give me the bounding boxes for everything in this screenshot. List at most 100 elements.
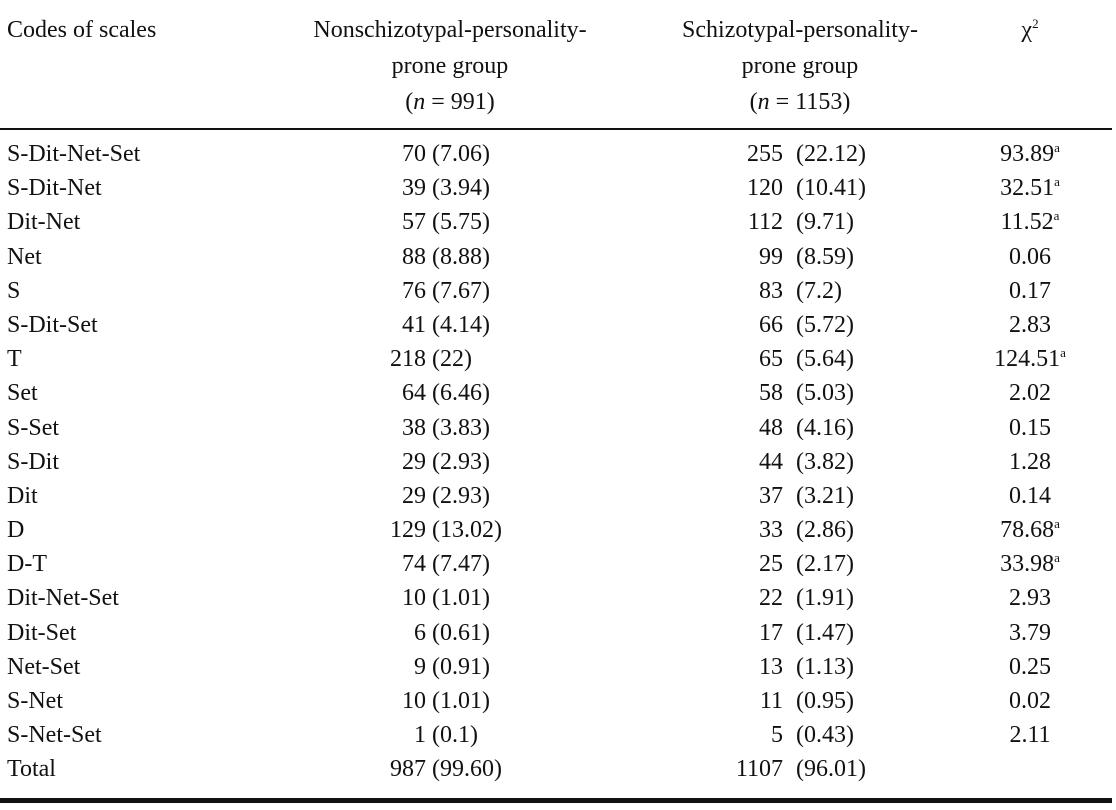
table-row: Net 88 (8.88) 99 (8.59) 0.06 xyxy=(0,240,1116,274)
schizotypal-count: 17 xyxy=(759,619,783,646)
table-row: S-Net-Set 1 (0.1) 5 (0.43) 2.11 xyxy=(0,718,1116,752)
nonschizotypal-count: 57 xyxy=(402,209,426,236)
nonschizotypal-count: 39 xyxy=(402,175,426,202)
schizotypal-count: 112 xyxy=(747,209,783,236)
chi-square-value: 0.14 xyxy=(1009,482,1051,509)
nonschizotypal-percent: (1.01) xyxy=(432,585,490,612)
chi-square-value: 0.15 xyxy=(1009,414,1051,441)
header-rule xyxy=(0,128,1112,130)
nonschizotypal-percent: (7.67) xyxy=(432,277,490,304)
row-label: S-Dit-Net xyxy=(7,175,102,202)
schizotypal-percent: (96.01) xyxy=(796,756,866,783)
chi-square-value: 33.98a xyxy=(1000,550,1060,578)
schizotypal-count: 58 xyxy=(759,380,783,407)
schizotypal-count: 37 xyxy=(759,482,783,509)
schizotypal-count: 22 xyxy=(759,585,783,612)
row-label: D-T xyxy=(7,551,47,578)
schizotypal-count: 120 xyxy=(747,175,783,202)
schizotypal-percent: (5.03) xyxy=(796,380,854,407)
schizotypal-percent: (0.43) xyxy=(796,722,854,749)
nonschizotypal-percent: (0.1) xyxy=(432,722,478,749)
nonschizotypal-count: 64 xyxy=(402,380,426,407)
schizotypal-count: 83 xyxy=(759,277,783,304)
table-row: Total 987 (99.60) 1107 (96.01) xyxy=(0,752,1116,786)
nonschizotypal-count: 1 xyxy=(414,722,426,749)
chi-square-value: 124.51a xyxy=(994,345,1066,373)
schizotypal-percent: (1.47) xyxy=(796,619,854,646)
chi-square-value: 2.93 xyxy=(1009,585,1051,612)
schizotypal-percent: (22.12) xyxy=(796,141,866,167)
chi-square-value: 93.89a xyxy=(1000,140,1060,167)
row-label: T xyxy=(7,346,22,373)
schizotypal-count: 255 xyxy=(747,141,783,167)
row-label: S-Dit-Set xyxy=(7,311,98,338)
chi-square-value: 32.51a xyxy=(1000,174,1060,202)
nonschizotypal-percent: (3.83) xyxy=(432,414,490,441)
significance-marker: a xyxy=(1054,140,1060,155)
schizotypal-percent: (5.64) xyxy=(796,346,854,373)
chi-square-value: 78.68a xyxy=(1000,516,1060,544)
table-row: S-Dit-Net 39 (3.94) 120 (10.41) 32.51a xyxy=(0,171,1116,205)
row-label: Dit xyxy=(7,482,38,509)
table-row: Dit-Net 57 (5.75) 112 (9.71) 11.52a xyxy=(0,205,1116,239)
header-schizotypal-group: Schizotypal-personality- prone group (n … xyxy=(682,17,918,115)
row-label: Total xyxy=(7,756,56,783)
nonschizotypal-percent: (7.06) xyxy=(432,141,490,167)
nonschizotypal-count: 88 xyxy=(402,243,426,270)
schizotypal-percent: (3.82) xyxy=(796,448,854,475)
table-row: T 218 (22) 65 (5.64) 124.51a xyxy=(0,342,1116,376)
table-row: Dit-Set 6 (0.61) 17 (1.47) 3.79 xyxy=(0,616,1116,650)
table-row: S 76 (7.67) 83 (7.2) 0.17 xyxy=(0,274,1116,308)
header-n-symbol: n xyxy=(413,89,426,115)
schizotypal-percent: (5.72) xyxy=(796,311,854,338)
table-body: S-Dit-Net-Set 70 (7.06) 255 (22.12) 93.89a S-D… xyxy=(0,137,1116,787)
nonschizotypal-count: 9 xyxy=(414,653,426,680)
nonschizotypal-percent: (22) xyxy=(432,346,472,373)
table-row: S-Set 38 (3.83) 48 (4.16) 0.15 xyxy=(0,411,1116,445)
schizotypal-count: 48 xyxy=(759,414,783,441)
nonschizotypal-count: 76 xyxy=(402,277,426,304)
chi-square-value: 3.79 xyxy=(1009,619,1051,646)
significance-marker: a xyxy=(1054,550,1060,566)
table-row: Dit 29 (2.93) 37 (3.21) 0.14 xyxy=(0,479,1116,513)
nonschizotypal-count: 29 xyxy=(402,482,426,509)
row-label: Net-Set xyxy=(7,653,81,680)
nonschizotypal-percent: (2.93) xyxy=(432,482,490,509)
nonschizotypal-count: 41 xyxy=(402,311,426,338)
schizotypal-count: 11 xyxy=(759,688,783,714)
nonschizotypal-count: 29 xyxy=(402,448,426,475)
row-label: S-Set xyxy=(7,414,60,441)
schizotypal-percent: (3.21) xyxy=(796,482,854,509)
schizotypal-count: 44 xyxy=(759,448,783,475)
schizotypal-percent: (2.86) xyxy=(796,517,854,544)
header-chi-square: χ2 xyxy=(1021,16,1039,43)
schizotypal-percent: (2.17) xyxy=(796,551,854,578)
nonschizotypal-percent: (6.46) xyxy=(432,380,490,407)
row-label: Net xyxy=(7,243,42,270)
schizotypal-count: 66 xyxy=(759,311,783,338)
row-label: S-Dit-Net-Set xyxy=(7,141,141,167)
table-row: Net-Set 9 (0.91) 13 (1.13) 0.25 xyxy=(0,650,1116,684)
nonschizotypal-percent: (4.14) xyxy=(432,311,490,338)
row-label: S xyxy=(7,277,21,304)
significance-marker: a xyxy=(1054,174,1060,190)
schizotypal-percent: (7.2) xyxy=(796,277,842,304)
chi-square-value: 0.06 xyxy=(1009,243,1051,270)
table-row: S-Dit-Set 41 (4.14) 66 (5.72) 2.83 xyxy=(0,308,1116,342)
row-label: Dit-Net xyxy=(7,209,81,236)
nonschizotypal-count: 38 xyxy=(402,414,426,441)
schizotypal-percent: (1.13) xyxy=(796,653,854,680)
schizotypal-count: 5 xyxy=(771,722,783,749)
significance-marker: a xyxy=(1054,516,1060,532)
schizotypal-percent: (8.59) xyxy=(796,243,854,270)
nonschizotypal-percent: (7.47) xyxy=(432,551,490,578)
row-label: Dit-Set xyxy=(7,619,77,646)
table-header: Codes of scales Nonschizotypal-personali… xyxy=(0,12,1116,122)
bottom-rule xyxy=(0,798,1112,803)
table-row: D 129 (13.02) 33 (2.86) 78.68a xyxy=(0,513,1116,547)
chi-square-value: 1.28 xyxy=(1009,448,1051,475)
nonschizotypal-count: 129 xyxy=(390,517,426,544)
schizotypal-percent: (10.41) xyxy=(796,175,866,202)
significance-marker: a xyxy=(1053,208,1060,224)
chi-square-value: 0.17 xyxy=(1009,277,1051,304)
